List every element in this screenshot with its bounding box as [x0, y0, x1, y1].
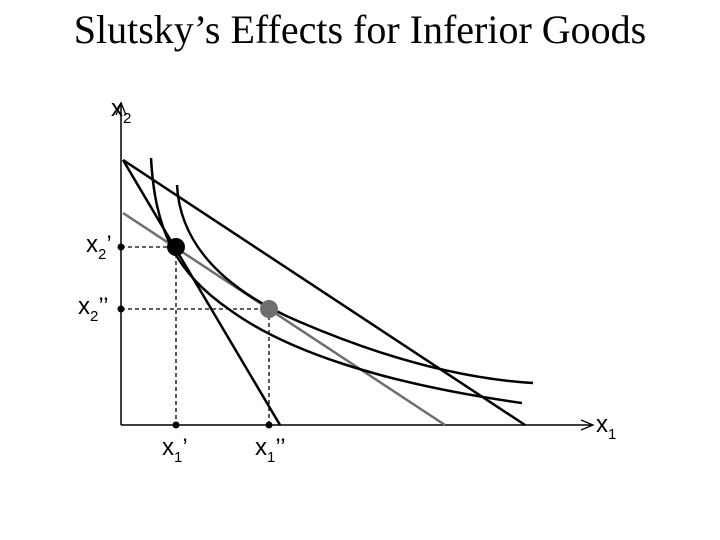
x-axis-label: x1 — [596, 411, 616, 443]
y-axis-label: x2 — [111, 95, 131, 127]
tick-dot-x2-double — [117, 305, 125, 313]
tick-dot-x1-prime — [172, 421, 180, 429]
x1-prime-label: x1’ — [162, 434, 188, 466]
final-budget-line — [122, 158, 526, 427]
original-bundle-point — [167, 238, 185, 256]
x1-double-label: x1’’ — [255, 434, 286, 466]
tick-dot-x1-double — [265, 421, 273, 429]
x-axis-arrow-icon — [580, 419, 595, 431]
y-axis-arrow-icon — [115, 101, 127, 116]
slide-title: Slutsky’s Effects for Inferior Goods — [73, 7, 647, 52]
intermediate-bundle-point — [260, 300, 278, 318]
original-budget-line — [121, 159, 282, 426]
x2-double-label: x2’’ — [78, 293, 109, 325]
axes — [115, 101, 595, 431]
indifference-curve-lower — [149, 157, 523, 405]
x2-prime-label: x2’ — [86, 231, 112, 263]
tick-dot-x2-prime — [117, 243, 125, 251]
guide-lines — [121, 246, 270, 425]
indifference-curve-higher — [175, 184, 534, 385]
